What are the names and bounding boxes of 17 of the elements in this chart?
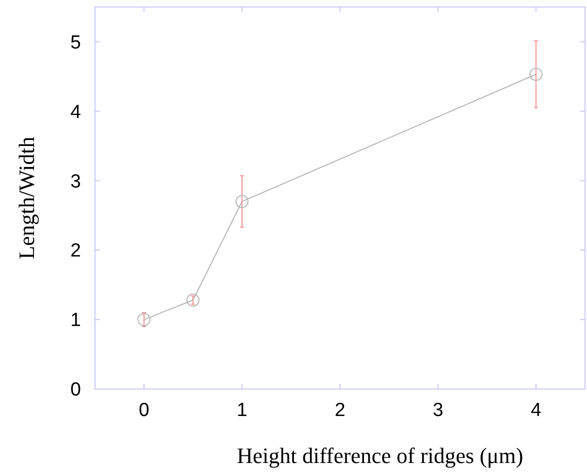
x-tick-label: 0 [138,400,150,421]
y-tick-label: 5 [70,32,81,54]
x-axis-title: Height difference of ridges (μm) [236,443,524,468]
y-tick-label: 2 [70,240,81,262]
x-tick-label: 1 [236,400,248,421]
point [186,294,200,307]
y-tick-label: 1 [70,310,81,332]
y-tick-label: 4 [70,102,82,123]
y-tick-label: 3 [70,171,81,192]
y-tick-label: 0 [70,380,81,401]
x-tick-label: 2 [334,400,346,421]
x-tick-label: 3 [432,400,444,421]
x-tick-label: 4 [530,400,542,421]
point [138,313,150,326]
point [236,194,248,208]
y-axis-title: Length/Width [14,136,39,260]
point [530,68,542,81]
